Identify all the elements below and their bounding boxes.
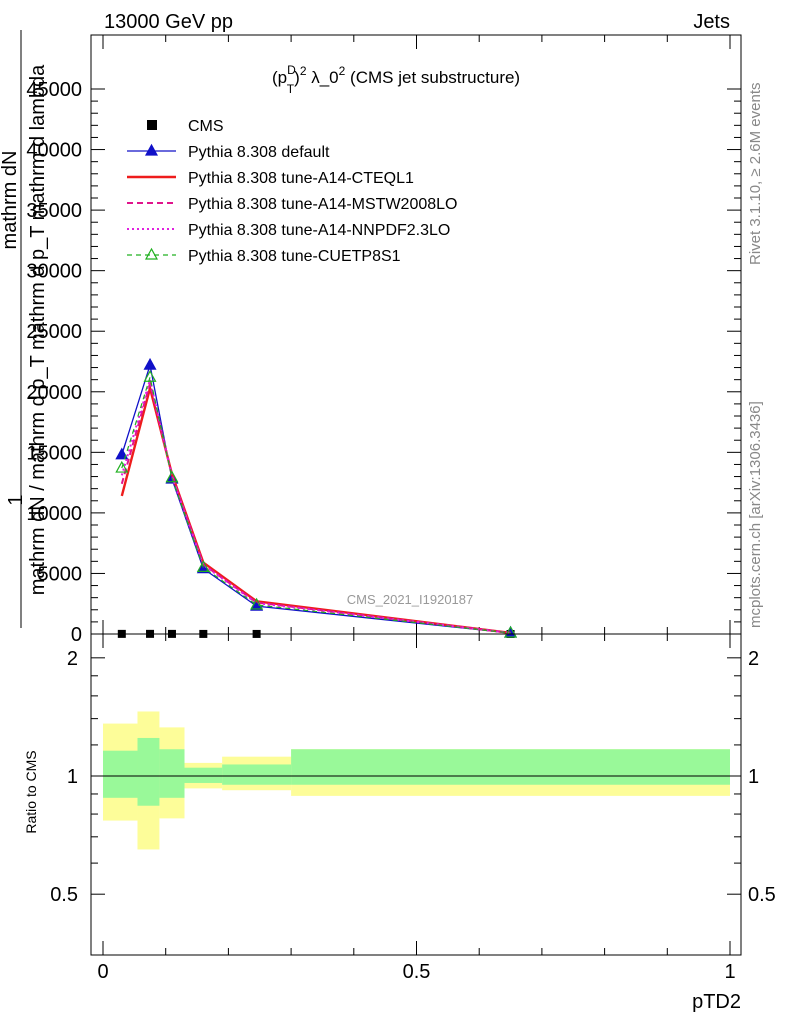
ratio-inner-band	[222, 764, 292, 785]
main-ylabel-denominator: mathrm dN / mathrm d p_T mathrm d p_T ma…	[27, 64, 49, 595]
series-marker-5	[115, 460, 129, 473]
main-ylabel-numerator: 1	[5, 494, 27, 505]
series-marker-5	[196, 560, 210, 572]
legend-label: Pythia 8.308 tune-A14-CTEQL1	[188, 170, 414, 187]
series-marker-5	[165, 470, 179, 483]
series-marker-5	[504, 625, 518, 638]
legend-label: Pythia 8.308 default	[188, 144, 330, 161]
main-ytick-label: 30000	[26, 261, 82, 283]
title-sup-2: 2	[300, 64, 307, 78]
title-sup-d: D	[287, 63, 296, 77]
title-sub-t: T	[287, 82, 295, 96]
title-lambda: λ_0	[307, 68, 339, 87]
main-ytick-label: 15000	[26, 442, 82, 464]
ratio-ytick-label-right: 2	[748, 648, 759, 670]
header-right: Jets	[693, 11, 730, 33]
main-ytick-label: 20000	[26, 382, 82, 404]
ratio-inner-band	[159, 749, 185, 798]
ratio-xlabel: pTD2	[692, 991, 741, 1013]
ratio-panel: 0.5 0.5 1 1 2 2 0 0.5 1 Ratio to CMS pTD2	[23, 633, 776, 1013]
watermark: CMS_2021_I1920187	[347, 592, 474, 607]
main-ytick-label: 5000	[38, 563, 83, 585]
title-sup-2b: 2	[339, 64, 346, 78]
mcplots-label: mcplots.cern.ch [arXiv:1306.3436]	[747, 401, 764, 628]
series-marker-5	[143, 369, 157, 382]
main-ytick-label: 0	[71, 624, 82, 646]
header-left: 13000 GeV pp	[104, 11, 233, 33]
ratio-ytick-label: 2	[67, 648, 78, 670]
ratio-xtick-label: 0.5	[403, 961, 431, 983]
ratio-ylabel: Ratio to CMS	[23, 750, 39, 833]
ratio-ytick-label-right: 1	[748, 766, 759, 788]
main-panel: 0 5000 10000 15000 20000 25000 30000 35000 40000…	[0, 30, 742, 646]
ratio-inner-band	[137, 737, 160, 806]
main-ytick-label: 40000	[26, 140, 82, 162]
ratio-ytick-label-right: 0.5	[748, 884, 776, 906]
legend-label: Pythia 8.308 tune-A14-MSTW2008LO	[188, 196, 457, 213]
ratio-xtick-label: 1	[724, 961, 735, 983]
ratio-inner-band	[184, 767, 223, 783]
ratio-ytick-label: 0.5	[50, 884, 78, 906]
series-line-5	[121, 374, 511, 634]
rivet-label: Rivet 3.1.10, ≥ 2.6M events	[747, 83, 764, 266]
main-ytick-label: 10000	[26, 503, 82, 525]
ratio-inner-band	[291, 749, 730, 785]
main-ylabel-dn: mathrm dN	[0, 151, 21, 250]
series-marker-5	[250, 597, 264, 610]
main-ytick-label: 45000	[26, 79, 82, 101]
main-ytick-label: 25000	[26, 321, 82, 343]
series-marker-1	[115, 447, 129, 460]
main-ytick-label: 35000	[26, 200, 82, 222]
ratio-xtick-label: 0	[97, 961, 108, 983]
chart-title: (pD T)2 λ_02 (CMS jet substructure)	[272, 63, 520, 96]
title-rest: (CMS jet substructure)	[345, 68, 520, 87]
series-marker-1	[143, 357, 157, 370]
ratio-inner-band	[103, 750, 138, 798]
legend-marker-1	[144, 143, 159, 156]
legend-marker-cms	[147, 120, 157, 130]
legend-label: CMS	[188, 118, 224, 135]
title-close: )	[294, 68, 300, 87]
title-p: (p	[272, 68, 287, 87]
legend-marker-5	[144, 247, 159, 260]
ratio-ytick-label: 1	[67, 766, 78, 788]
legend-label: Pythia 8.308 tune-A14-NNPDF2.3LO	[188, 222, 450, 239]
legend-label: Pythia 8.308 tune-CUETP8S1	[188, 248, 401, 265]
